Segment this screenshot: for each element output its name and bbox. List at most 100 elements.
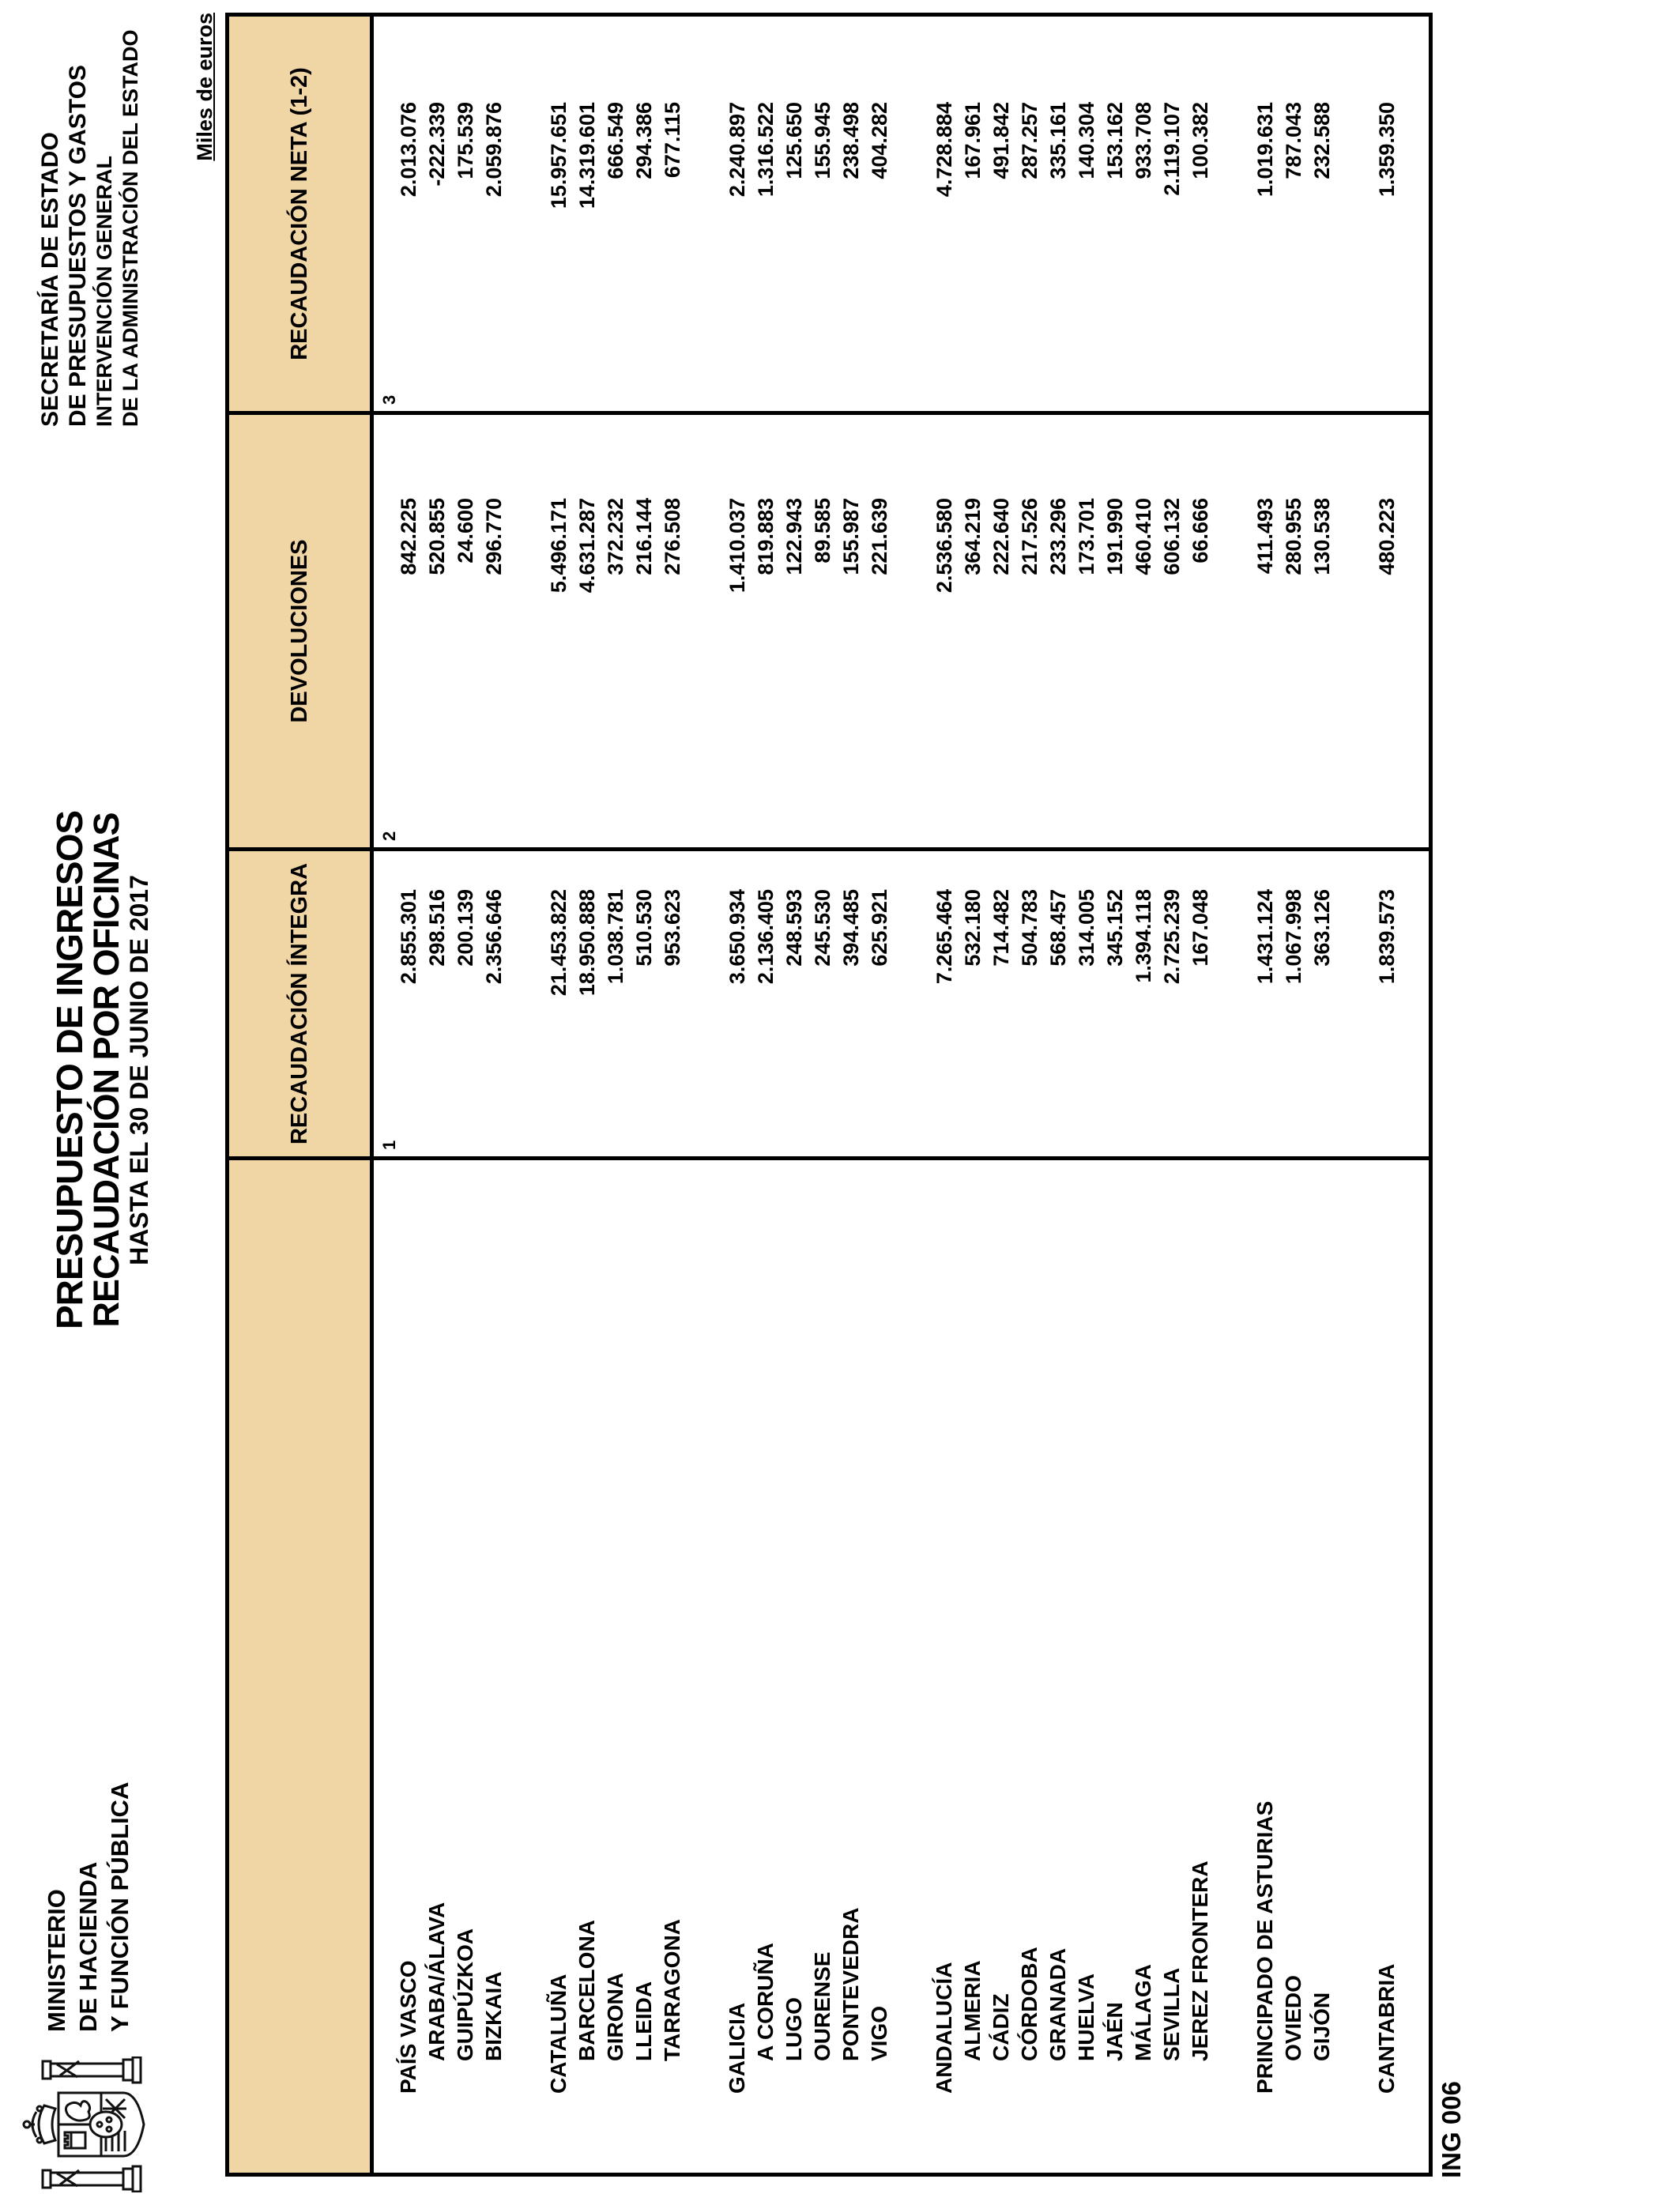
neta-value: 491.842	[989, 102, 1013, 179]
integra-value: 1.067.998	[1282, 889, 1305, 985]
document-subtitle: RECAUDACIÓN POR OFICINAS	[86, 812, 126, 1328]
integra-value: 568.457	[1046, 889, 1070, 967]
neta-value: 1.359.350	[1375, 102, 1399, 198]
ministry-line: Y FUNCIÓN PÚBLICA	[106, 1781, 134, 2032]
neta-value: 677.115	[661, 102, 684, 179]
integra-column: 2.855.301 298.516 200.139 2.356.646 21.453.8…	[374, 851, 1429, 1160]
row-group: 2.855.301 298.516 200.139 2.356.646	[394, 851, 508, 1156]
neta-value: 404.282	[868, 102, 891, 179]
column-number-1: 1	[379, 1140, 399, 1150]
devoluciones-value: 842.225	[397, 498, 420, 575]
row-group: ANDALUCÍA ALMERIA CÁDIZ CÓRDOBA GRANADA HUELV…	[930, 1160, 1215, 2173]
neta-value: 287.257	[1018, 102, 1042, 179]
secretariat-block: SECRETARÍA DE ESTADO DE PRESUPUESTOS Y G…	[36, 29, 144, 427]
province-label: BIZKAIA	[481, 1971, 506, 2061]
secretariat-line: DE LA ADMINISTRACIÓN DEL ESTADO	[119, 29, 142, 427]
devoluciones-value: 4.631.287	[575, 498, 599, 594]
form-code: ING 006	[1437, 2081, 1466, 2178]
secretariat-line: SECRETARÍA DE ESTADO	[37, 132, 63, 427]
devoluciones-value: 520.855	[425, 498, 449, 575]
row-group: CANTABRIA	[1373, 1160, 1401, 2173]
neta-value: 2.013.076	[397, 102, 420, 198]
devoluciones-value: 89.585	[811, 498, 834, 564]
neta-column: 2.013.076 -222.339 175.539 2.059.876 15.957.…	[374, 17, 1429, 415]
row-group: 4.728.884 167.961 491.842 287.257 335.161 140…	[930, 17, 1215, 411]
province-label: LLEIDA	[631, 1981, 656, 2061]
row-group: 1.019.631 787.043 232.588	[1251, 17, 1336, 411]
devoluciones-value: 155.987	[839, 498, 863, 575]
integra-value: 2.136.405	[754, 889, 778, 985]
province-label: VIGO	[867, 2005, 891, 2061]
integra-value: 1.839.573	[1375, 889, 1399, 985]
devoluciones-value: 1.410.037	[725, 498, 749, 594]
province-label: GUIPÚZKOA	[453, 1928, 477, 2061]
integra-value: 21.453.822	[547, 889, 571, 997]
row-group: 3.650.934 2.136.405 248.593 245.530 394.485 6…	[723, 851, 894, 1156]
integra-value: 394.485	[839, 889, 863, 967]
integra-value: 2.855.301	[397, 889, 420, 985]
ministry-line: DE HACIENDA	[74, 1861, 102, 2032]
integra-value: 953.623	[661, 889, 684, 967]
province-label: GIJÓN	[1309, 1992, 1334, 2061]
province-label: GRANADA	[1045, 1947, 1070, 2061]
province-label: CÓRDOBA	[1017, 1947, 1042, 2061]
province-label: MÁLAGA	[1131, 1964, 1155, 2061]
neta-value: 155.945	[811, 102, 834, 179]
province-label: OVIEDO	[1281, 1975, 1305, 2061]
neta-value: 1.316.522	[754, 102, 778, 198]
integra-value: 2.356.646	[482, 889, 506, 985]
integra-value: 532.180	[961, 889, 985, 967]
devoluciones-value: 122.943	[782, 498, 806, 575]
integra-value: 200.139	[454, 889, 477, 967]
integra-value: 625.921	[868, 889, 891, 967]
province-label: SEVILLA	[1159, 1967, 1184, 2061]
row-group: 1.410.037 819.883 122.943 89.585 155.987 221.…	[723, 415, 894, 847]
province-label: LUGO	[782, 1997, 806, 2061]
integra-value: 245.530	[811, 889, 834, 967]
devoluciones-column: 842.225 520.855 24.600 296.770 5.496.171 4.63…	[374, 415, 1429, 851]
row-group: CATALUÑA BARCELONA GIRONA LLEIDA TARRAGONA	[544, 1160, 687, 2173]
integra-value: 510.530	[632, 889, 656, 967]
integra-value: 167.048	[1188, 889, 1212, 967]
secretariat-line: DE PRESUPUESTOS Y GASTOS	[65, 65, 91, 427]
collection-table: RECAUDACIÓN ÍNTEGRA DEVOLUCIONES RECAUDA…	[225, 13, 1433, 2177]
row-group: 21.453.822 18.950.888 1.038.781 510.530 953.…	[544, 851, 687, 1156]
neta-value: 15.957.651	[547, 102, 571, 209]
header-cell-offices	[229, 1160, 374, 2173]
neta-value: 294.386	[632, 102, 656, 179]
province-label: JEREZ FRONTERA	[1188, 1860, 1212, 2061]
province-label: HUELVA	[1074, 1973, 1098, 2061]
integra-value: 504.783	[1018, 889, 1042, 967]
province-label: JAÉN	[1102, 2002, 1127, 2061]
devoluciones-value: 364.219	[961, 498, 985, 575]
header-cell-neta: RECAUDACIÓN NETA (1-2)	[229, 17, 374, 415]
neta-value: 666.549	[604, 102, 627, 179]
row-group: 2.240.897 1.316.522 125.650 155.945 238.498 4…	[723, 17, 894, 411]
neta-value: 175.539	[454, 102, 477, 179]
devoluciones-value: 66.666	[1188, 498, 1212, 564]
devoluciones-value: 819.883	[754, 498, 778, 575]
neta-value: 335.161	[1046, 102, 1070, 179]
integra-value: 298.516	[425, 889, 449, 967]
row-group: 2.536.580 364.219 222.640 217.526 233.296 173…	[930, 415, 1215, 847]
secretariat-line: INTERVENCIÓN GENERAL	[92, 155, 116, 427]
document-title: PRESUPUESTO DE INGRESOS	[49, 810, 90, 1330]
devoluciones-value: 24.600	[454, 498, 477, 564]
neta-value: 4.728.884	[932, 102, 956, 198]
neta-value: 125.650	[782, 102, 806, 179]
devoluciones-value: 606.132	[1160, 498, 1184, 575]
devoluciones-value: 130.538	[1310, 498, 1334, 575]
province-label: GIRONA	[603, 1973, 627, 2061]
integra-value: 3.650.934	[725, 889, 749, 985]
integra-value: 2.725.239	[1160, 889, 1184, 985]
region-label: PRINCIPADO DE ASTURIAS	[1252, 1800, 1277, 2094]
region-label: GALICIA	[725, 2002, 749, 2094]
neta-value: 232.588	[1310, 102, 1334, 179]
province-label: BARCELONA	[574, 1920, 599, 2061]
region-label: CATALUÑA	[546, 1973, 571, 2094]
integra-value: 1.038.781	[604, 889, 627, 985]
devoluciones-value: 276.508	[661, 498, 684, 575]
devoluciones-value: 233.296	[1046, 498, 1070, 575]
